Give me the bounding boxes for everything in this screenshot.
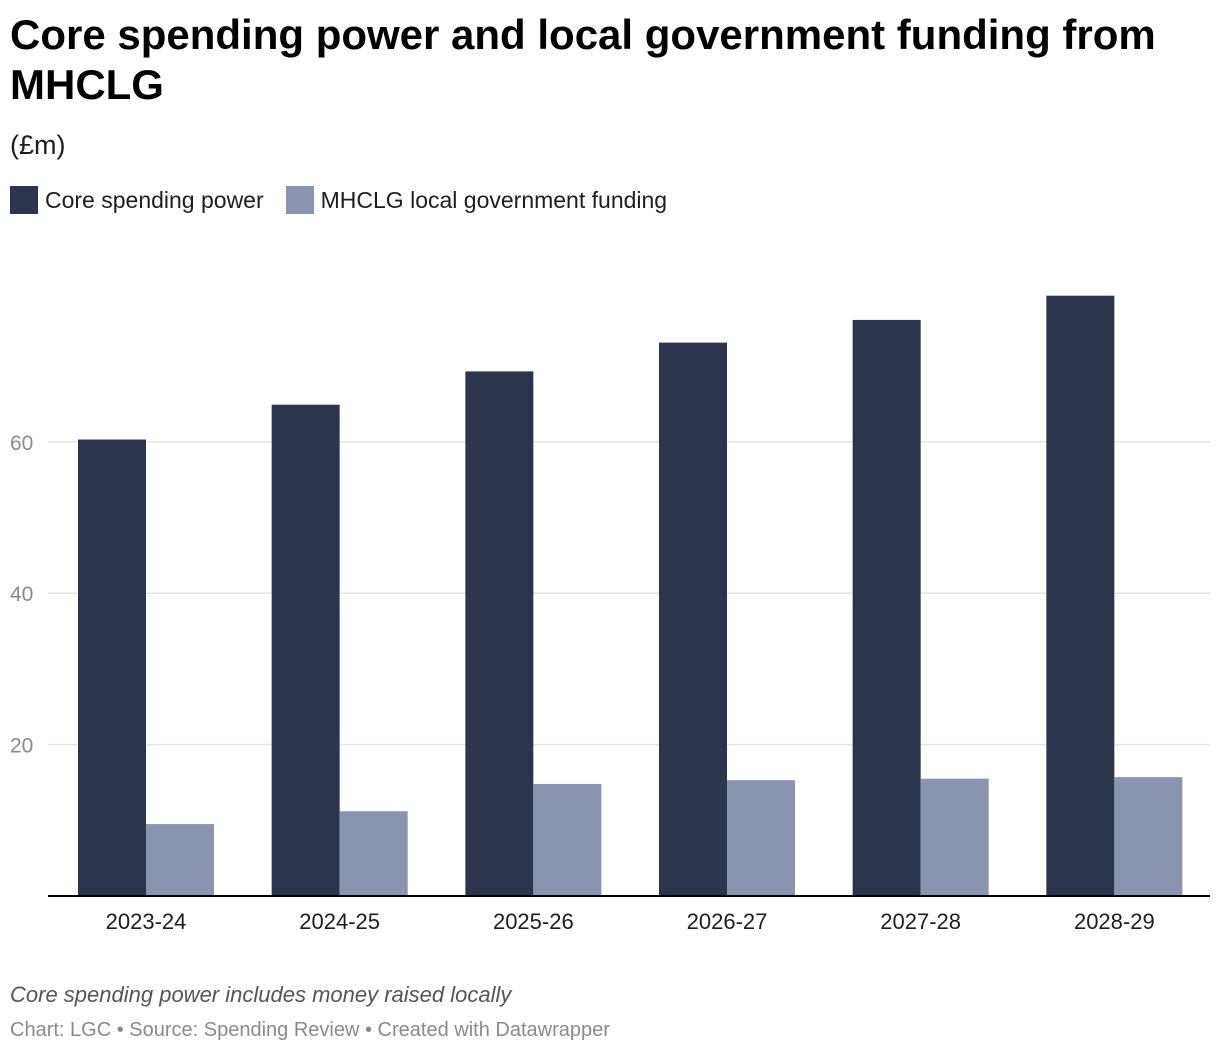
footnote: Core spending power includes money raise… [10,982,512,1007]
chart-title: Core spending power and local government… [10,11,1156,108]
legend-item-core-spending-power: Core spending power [10,186,264,214]
x-tick-label: 2023-24 [106,909,187,934]
bar-core-spending-power [271,404,340,896]
x-tick-label: 2028-29 [1074,909,1155,934]
bar-mhclg-funding [920,778,989,896]
bar-mhclg-funding [1114,777,1183,896]
bar-core-spending-power [852,319,921,897]
gridlines: 20 40 60 [10,432,1210,758]
x-axis-labels: 2023-24 2024-25 2025-26 2026-27 2027-28 2028-… [106,909,1155,934]
bar-core-spending-power [1046,295,1115,897]
x-tick-label: 2027-28 [880,909,961,934]
legend-swatch-core [10,186,38,214]
bars [78,295,1183,897]
legend: Core spending power MHCLG local governme… [10,186,689,214]
legend-label-core: Core spending power [45,186,264,213]
y-tick-label: 60 [10,432,33,455]
bar-mhclg-funding [339,811,408,896]
bar-mhclg-funding [727,780,795,896]
chart-credit: Chart: LGC [10,1019,112,1041]
legend-item-mhclg-funding: MHCLG local government funding [285,186,668,214]
legend-label-mhclg: MHCLG local government funding [320,186,668,213]
y-tick-label: 40 [10,583,33,606]
source-credit: • Source: Spending Review [116,1019,360,1041]
bar-mhclg-funding [146,824,214,896]
credits: Chart: LGC • Source: Spending Review • C… [10,1019,610,1042]
bar-core-spending-power [78,439,146,896]
bar-mhclg-funding [533,783,602,896]
y-tick-label: 20 [10,735,33,758]
x-tick-label: 2024-25 [299,909,380,934]
x-tick-label: 2026-27 [687,909,768,934]
legend-swatch-mhclg [285,186,314,214]
bar-core-spending-power [659,342,727,896]
bar-core-spending-power [465,371,534,896]
chart-subtitle: (£m) [10,130,66,160]
x-tick-label: 2025-26 [493,909,574,934]
datawrapper-credit: • Created with Datawrapper [364,1019,610,1041]
